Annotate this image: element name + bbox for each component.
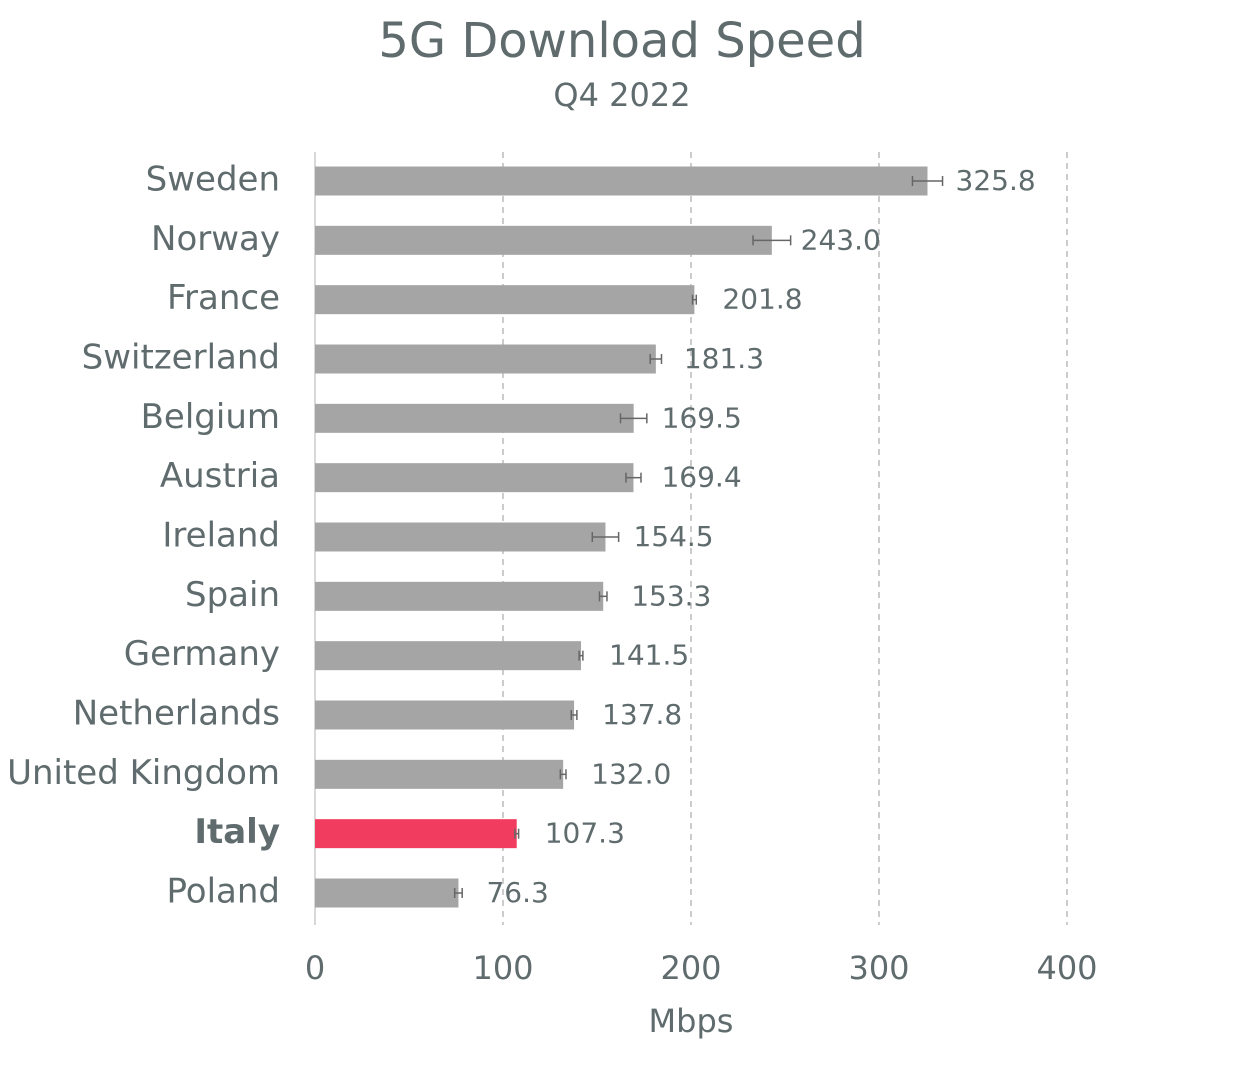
value-label: 169.4 (661, 461, 741, 494)
y-tick-label: Spain (185, 575, 280, 615)
y-tick-label: United Kingdom (7, 753, 280, 793)
value-label: 325.8 (956, 164, 1036, 197)
value-label: 243.0 (801, 223, 881, 256)
y-tick-label: Netherlands (73, 694, 280, 734)
value-label: 201.8 (722, 283, 802, 316)
x-tick-label: 200 (660, 949, 721, 987)
chart-title: 5G Download Speed (378, 13, 865, 69)
chart-subtitle: Q4 2022 (553, 76, 690, 114)
error-bar (911, 176, 944, 186)
y-tick-label: Austria (160, 456, 280, 496)
x-tick-label: 100 (472, 949, 533, 987)
bar (315, 166, 928, 196)
y-tick-label: Italy (194, 812, 280, 852)
y-tick-label: Poland (166, 872, 280, 912)
x-tick-label: 300 (848, 949, 909, 987)
x-axis-title: Mbps (649, 1002, 734, 1040)
value-label: 169.5 (662, 401, 742, 434)
bar (315, 522, 606, 552)
value-label: 76.3 (486, 876, 548, 909)
bar (315, 700, 575, 730)
value-label: 132.0 (591, 757, 671, 790)
bar (315, 344, 656, 374)
value-label: 153.3 (631, 579, 711, 612)
error-bar (649, 354, 663, 364)
bar (315, 819, 517, 849)
bar (315, 225, 772, 255)
bar (315, 463, 634, 493)
bar (315, 878, 459, 908)
value-label: 137.8 (602, 698, 682, 731)
error-bar (625, 472, 642, 483)
error-bar (570, 710, 578, 720)
bar (315, 581, 604, 611)
bar (315, 403, 634, 433)
error-bar (591, 532, 620, 542)
y-tick-label: Sweden (146, 160, 280, 200)
value-label: 141.5 (609, 639, 689, 672)
x-tick-label: 0 (305, 949, 325, 987)
y-tick-label: France (167, 278, 280, 318)
error-bar (559, 769, 567, 780)
y-tick-label: Germany (124, 634, 280, 674)
value-label: 181.3 (684, 342, 764, 375)
error-bar (453, 888, 463, 898)
bar (315, 285, 695, 315)
error-bar (752, 235, 792, 246)
error-bar (619, 413, 648, 424)
y-tick-label: Norway (151, 219, 280, 259)
error-bar (691, 294, 698, 305)
error-bar (514, 828, 520, 839)
x-tick-label: 400 (1036, 949, 1097, 987)
y-tick-label: Ireland (162, 516, 280, 556)
value-label: 154.5 (633, 520, 713, 553)
y-tick-label: Belgium (141, 397, 280, 437)
y-tick-label: Switzerland (82, 338, 280, 378)
error-bar (598, 591, 608, 602)
bar (315, 641, 582, 671)
bar (315, 759, 564, 789)
value-label: 107.3 (545, 817, 625, 850)
error-bar (578, 650, 584, 661)
